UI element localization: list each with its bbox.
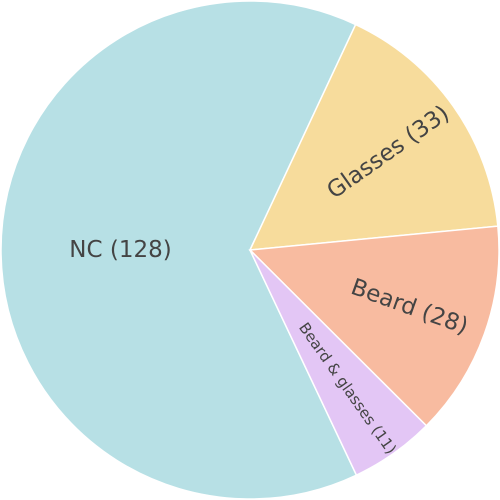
pie-slice-1: [248, 23, 499, 251]
pie-slice-2: [248, 225, 500, 427]
pie-slice-0: [0, 0, 358, 500]
pie-slice-3: [249, 249, 428, 477]
pie-slice-label-0: NC (128): [69, 237, 171, 263]
